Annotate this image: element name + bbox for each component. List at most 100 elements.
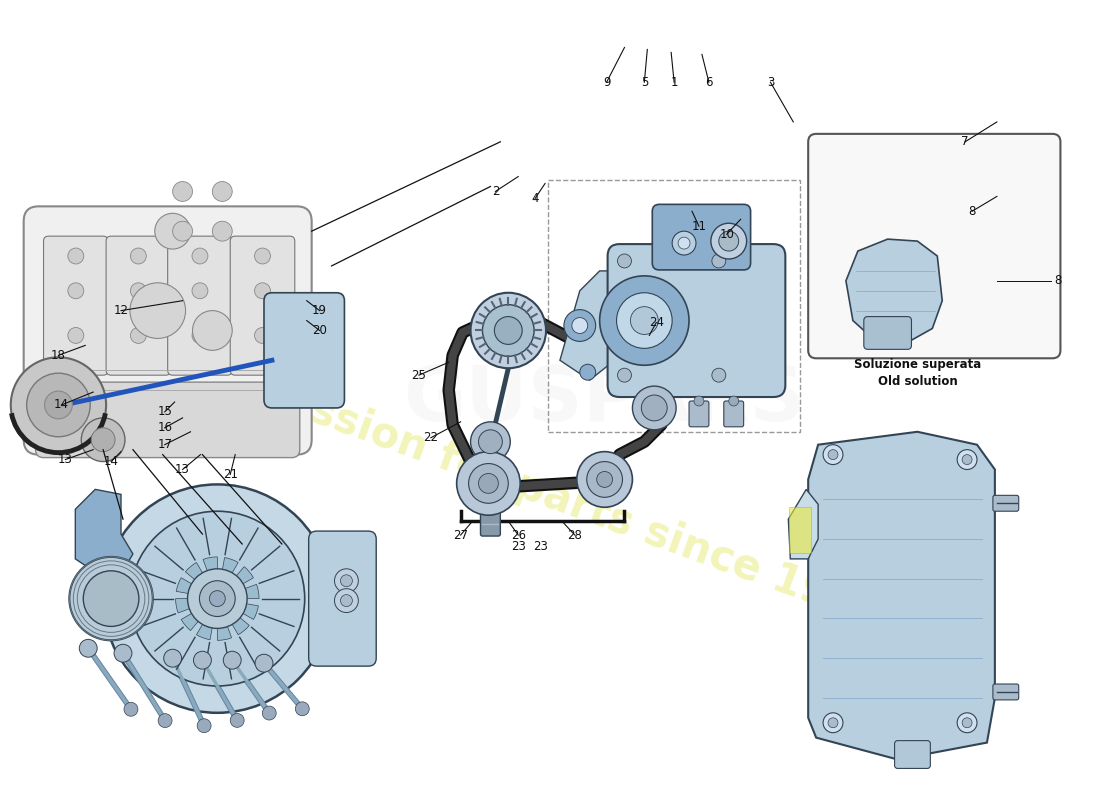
Text: a passion for parts since 1985: a passion for parts since 1985 [210, 354, 890, 636]
Text: 8: 8 [1055, 274, 1061, 287]
Text: 4: 4 [531, 192, 539, 205]
FancyBboxPatch shape [230, 236, 295, 375]
Circle shape [341, 574, 352, 586]
Wedge shape [186, 562, 218, 598]
Text: 20: 20 [312, 324, 327, 337]
Circle shape [194, 651, 211, 669]
Circle shape [131, 327, 146, 343]
Circle shape [173, 222, 192, 241]
Circle shape [712, 368, 726, 382]
Circle shape [262, 706, 276, 720]
Text: 22: 22 [424, 431, 438, 444]
Circle shape [494, 317, 522, 344]
Circle shape [580, 364, 596, 380]
Circle shape [678, 237, 690, 249]
Circle shape [572, 318, 587, 334]
Circle shape [130, 511, 305, 686]
Circle shape [212, 222, 232, 241]
Text: 9: 9 [603, 76, 611, 89]
Circle shape [187, 569, 248, 629]
Text: 1: 1 [670, 76, 678, 89]
Circle shape [79, 639, 97, 658]
Circle shape [155, 214, 190, 249]
Circle shape [632, 386, 676, 430]
Circle shape [712, 254, 726, 268]
Circle shape [962, 454, 972, 465]
Circle shape [823, 445, 843, 465]
Circle shape [91, 428, 116, 452]
Text: 21: 21 [222, 468, 238, 481]
FancyBboxPatch shape [607, 244, 785, 397]
Text: 7: 7 [961, 135, 969, 148]
FancyBboxPatch shape [689, 401, 708, 427]
Circle shape [164, 650, 182, 667]
Text: Old solution: Old solution [878, 375, 957, 388]
FancyBboxPatch shape [24, 206, 311, 454]
Circle shape [44, 391, 73, 419]
Circle shape [192, 327, 208, 343]
Circle shape [81, 418, 125, 462]
Circle shape [11, 358, 106, 453]
Circle shape [957, 713, 977, 733]
Circle shape [199, 581, 235, 617]
Text: 14: 14 [103, 455, 119, 468]
Circle shape [334, 569, 359, 593]
Text: 8: 8 [968, 205, 976, 218]
Text: 10: 10 [719, 228, 734, 241]
FancyBboxPatch shape [724, 401, 744, 427]
Text: 12: 12 [113, 304, 129, 317]
Circle shape [68, 327, 84, 343]
Circle shape [616, 293, 672, 348]
Wedge shape [204, 557, 218, 598]
Text: 3: 3 [767, 76, 774, 89]
Circle shape [600, 276, 689, 366]
Wedge shape [218, 584, 258, 598]
Circle shape [478, 474, 498, 494]
Text: 18: 18 [51, 349, 66, 362]
Circle shape [197, 718, 211, 733]
Text: 11: 11 [692, 220, 706, 233]
Circle shape [617, 368, 631, 382]
Circle shape [596, 471, 613, 487]
Circle shape [130, 283, 186, 338]
FancyBboxPatch shape [167, 236, 232, 375]
Circle shape [483, 305, 535, 356]
Circle shape [478, 430, 503, 454]
Wedge shape [218, 558, 239, 598]
Wedge shape [218, 566, 253, 598]
Circle shape [728, 396, 739, 406]
Circle shape [103, 485, 331, 713]
FancyBboxPatch shape [790, 507, 811, 553]
Text: 26: 26 [510, 529, 526, 542]
Wedge shape [176, 578, 218, 598]
Circle shape [823, 713, 843, 733]
Circle shape [212, 182, 232, 202]
Polygon shape [846, 239, 943, 342]
Circle shape [223, 651, 241, 669]
Wedge shape [197, 598, 218, 640]
Circle shape [672, 231, 696, 255]
FancyBboxPatch shape [652, 204, 750, 270]
Circle shape [124, 702, 138, 716]
Circle shape [158, 714, 172, 727]
Circle shape [84, 571, 139, 626]
Circle shape [295, 702, 309, 716]
Circle shape [192, 248, 208, 264]
FancyBboxPatch shape [993, 495, 1019, 511]
FancyBboxPatch shape [894, 741, 931, 769]
FancyBboxPatch shape [35, 382, 299, 458]
Wedge shape [218, 598, 232, 640]
Text: GUSPARS: GUSPARS [404, 363, 805, 437]
Circle shape [630, 306, 658, 334]
Circle shape [209, 590, 226, 606]
Circle shape [68, 248, 84, 264]
FancyBboxPatch shape [264, 293, 344, 408]
Circle shape [230, 714, 244, 727]
Circle shape [828, 718, 838, 728]
Circle shape [456, 452, 520, 515]
Circle shape [641, 395, 668, 421]
Wedge shape [182, 598, 218, 630]
Circle shape [471, 422, 510, 462]
Text: 28: 28 [568, 529, 582, 542]
Text: 19: 19 [312, 304, 327, 317]
